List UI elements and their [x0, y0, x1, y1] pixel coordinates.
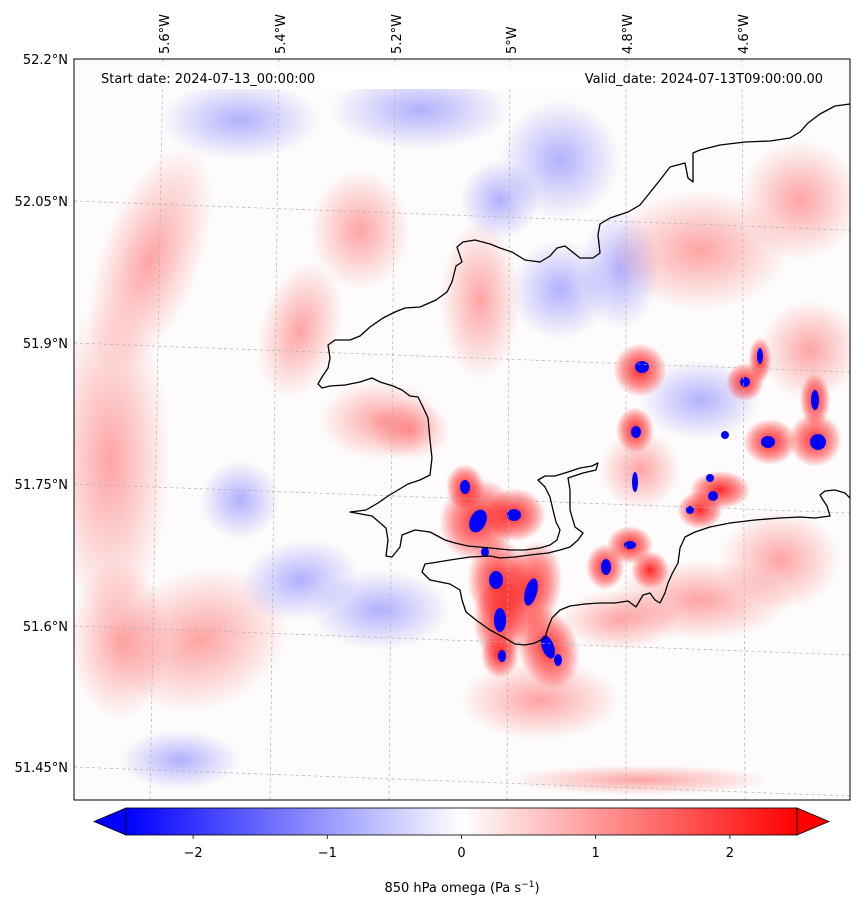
lon-label: 4.8°W	[621, 14, 636, 54]
colorbar-label-exp: −1	[521, 880, 534, 890]
omega-core-center	[494, 608, 506, 632]
omega-core-center	[601, 559, 611, 575]
omega-core-center	[761, 436, 775, 448]
map-frame	[73, 58, 851, 801]
omega-core-center	[635, 361, 649, 373]
omega-anomaly	[510, 240, 610, 340]
omega-core-center	[740, 377, 750, 387]
valid-date-label: Valid_date: 2024-07-13T09:00:00.00	[585, 72, 823, 87]
omega-core-center	[460, 480, 470, 494]
lon-label: 4.6°W	[737, 14, 752, 54]
omega-core-center	[631, 426, 641, 438]
colorbar-tick-label: −2	[184, 846, 203, 861]
omega-anomaly	[330, 70, 510, 150]
colorbar: −2 −1 0 1 2 850 hPa omega (Pa s−1)	[92, 807, 831, 896]
lat-label: 51.45°N	[15, 761, 68, 776]
omega-core-center	[721, 431, 729, 439]
lat-label: 51.6°N	[23, 620, 68, 635]
omega-anomaly	[310, 170, 410, 290]
omega-core-center	[554, 654, 562, 666]
omega-soft-anomalies	[74, 70, 850, 795]
omega-core-center	[686, 506, 694, 514]
colorbar-label: 850 hPa omega (Pa s−1)	[384, 880, 539, 896]
lat-label: 52.05°N	[15, 195, 68, 210]
omega-core-center	[469, 509, 487, 533]
colorbar-ticks: −2 −1 0 1 2	[184, 835, 734, 861]
omega-core-center	[706, 474, 714, 482]
coastline	[317, 103, 850, 646]
colorbar-tick-label: 2	[726, 846, 734, 861]
omega-anomaly	[74, 560, 170, 720]
omega-field	[74, 59, 850, 800]
lon-label: 5°W	[505, 26, 520, 54]
lon-label: 5.2°W	[390, 14, 405, 54]
omega-core-center	[632, 472, 638, 492]
omega-anomaly	[600, 430, 680, 510]
omega-anomaly	[720, 510, 840, 610]
omega-anomaly	[510, 765, 770, 795]
header-box	[94, 66, 830, 89]
omega-anomaly	[200, 460, 280, 540]
omega-anomaly	[160, 80, 320, 160]
start-date-label: Start date: 2024-07-13_00:00:00	[101, 72, 315, 87]
omega-core-center	[708, 491, 718, 501]
lat-label: 51.9°N	[23, 337, 68, 352]
omega-anomaly	[760, 300, 850, 400]
lon-label: 5.4°W	[274, 14, 289, 54]
omega-convective-cores	[439, 337, 842, 689]
omega-anomaly	[460, 660, 620, 740]
omega-anomaly	[120, 730, 240, 790]
omega-core-center	[624, 541, 636, 549]
omega-anomaly	[74, 300, 170, 620]
longitude-labels: 5.6°W 5.4°W 5.2°W 5°W 4.8°W 4.6°W	[158, 14, 752, 54]
omega-core-center	[524, 578, 538, 606]
omega-core-center	[498, 650, 506, 662]
omega-anomaly	[87, 145, 213, 375]
colorbar-extend-high	[796, 807, 831, 836]
omega-anomaly	[740, 140, 850, 260]
colorbar-label-main: 850 hPa omega (Pa s	[384, 881, 521, 896]
omega-core-center	[811, 390, 819, 410]
coastline-north	[317, 103, 850, 646]
omega-anomaly	[370, 400, 450, 460]
colorbar-extend-low	[92, 807, 127, 836]
omega-core-halo	[631, 551, 669, 589]
omega-anomaly	[460, 160, 540, 240]
omega-core-halo	[689, 471, 751, 509]
omega-core-center	[507, 509, 521, 521]
colorbar-tick-label: 0	[457, 846, 465, 861]
omega-core-center	[810, 434, 826, 450]
colorbar-body	[126, 808, 797, 835]
omega-anomaly	[257, 261, 343, 399]
lat-label: 52.2°N	[23, 53, 68, 68]
omega-core-center	[757, 348, 763, 364]
omega-core-center	[541, 635, 555, 659]
omega-core-center	[489, 571, 503, 589]
omega-anomaly	[310, 570, 450, 650]
omega-anomaly	[440, 220, 520, 380]
omega-core-center	[481, 547, 489, 557]
latitude-labels: 52.2°N 52.05°N 51.9°N 51.75°N 51.6°N 51.…	[15, 53, 68, 776]
colorbar-tick-label: −1	[318, 846, 337, 861]
lat-label: 51.75°N	[15, 478, 68, 493]
colorbar-label-close: )	[534, 881, 539, 896]
lon-label: 5.6°W	[158, 14, 173, 54]
colorbar-tick-label: 1	[592, 846, 600, 861]
